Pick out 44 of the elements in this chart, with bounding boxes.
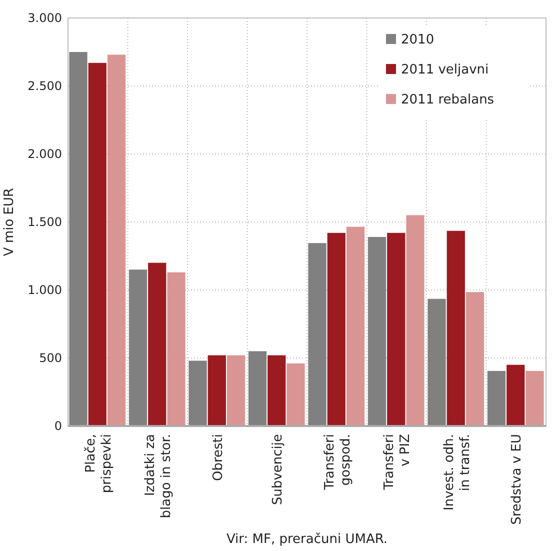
- bar: [107, 54, 126, 426]
- bar: [308, 243, 326, 426]
- bar: [387, 232, 406, 426]
- x-tick-label: Obresti: [210, 434, 226, 482]
- y-tick-label: 1.500: [28, 215, 62, 230]
- bar: [128, 270, 148, 426]
- y-axis-title: V mio EUR: [2, 188, 17, 256]
- bar: [466, 292, 484, 426]
- x-tick-label: Subvencije: [270, 434, 286, 506]
- x-tick-label: Invest. odh. in transf.: [442, 434, 473, 510]
- bar: [428, 298, 446, 426]
- bar: [268, 355, 286, 426]
- x-tick-label: Izdatki za blago in stor.: [143, 434, 174, 518]
- y-tick-label: 1.000: [28, 283, 62, 298]
- bar: [327, 232, 346, 426]
- bar: [248, 351, 267, 426]
- legend-label: 2011 veljavni: [401, 62, 489, 78]
- bar: [487, 370, 506, 426]
- bar: [446, 230, 465, 426]
- text: Vir: MF, preračuni UMAR.: [226, 532, 388, 547]
- x-tick-label: Plače, prispevki: [83, 434, 114, 494]
- bar: [286, 363, 305, 426]
- y-tick-label: 2.000: [28, 147, 62, 162]
- bar: [506, 364, 525, 426]
- y-tick-label: 2.500: [28, 79, 62, 94]
- bar: [148, 262, 166, 426]
- bar: [346, 226, 365, 426]
- bar: [526, 370, 544, 426]
- bar: [406, 215, 424, 426]
- x-tick-label: Transferi v PIZ: [382, 434, 414, 491]
- bar: [368, 236, 386, 426]
- bar: [226, 355, 246, 426]
- bar: [167, 272, 186, 426]
- y-tick-label: 3.000: [28, 11, 62, 26]
- x-tick-label: Transferi gospod.: [322, 434, 354, 491]
- bar: [69, 52, 88, 426]
- legend-label: 2011 rebalans: [401, 92, 494, 108]
- bar: [88, 62, 106, 426]
- y-tick-label: 500: [39, 351, 62, 366]
- x-tick-label: Sredstva v EU: [510, 434, 525, 525]
- legend-label: 2010: [401, 32, 434, 48]
- bar: [208, 355, 226, 426]
- y-tick-label: 0: [54, 419, 62, 434]
- bar: [188, 360, 207, 426]
